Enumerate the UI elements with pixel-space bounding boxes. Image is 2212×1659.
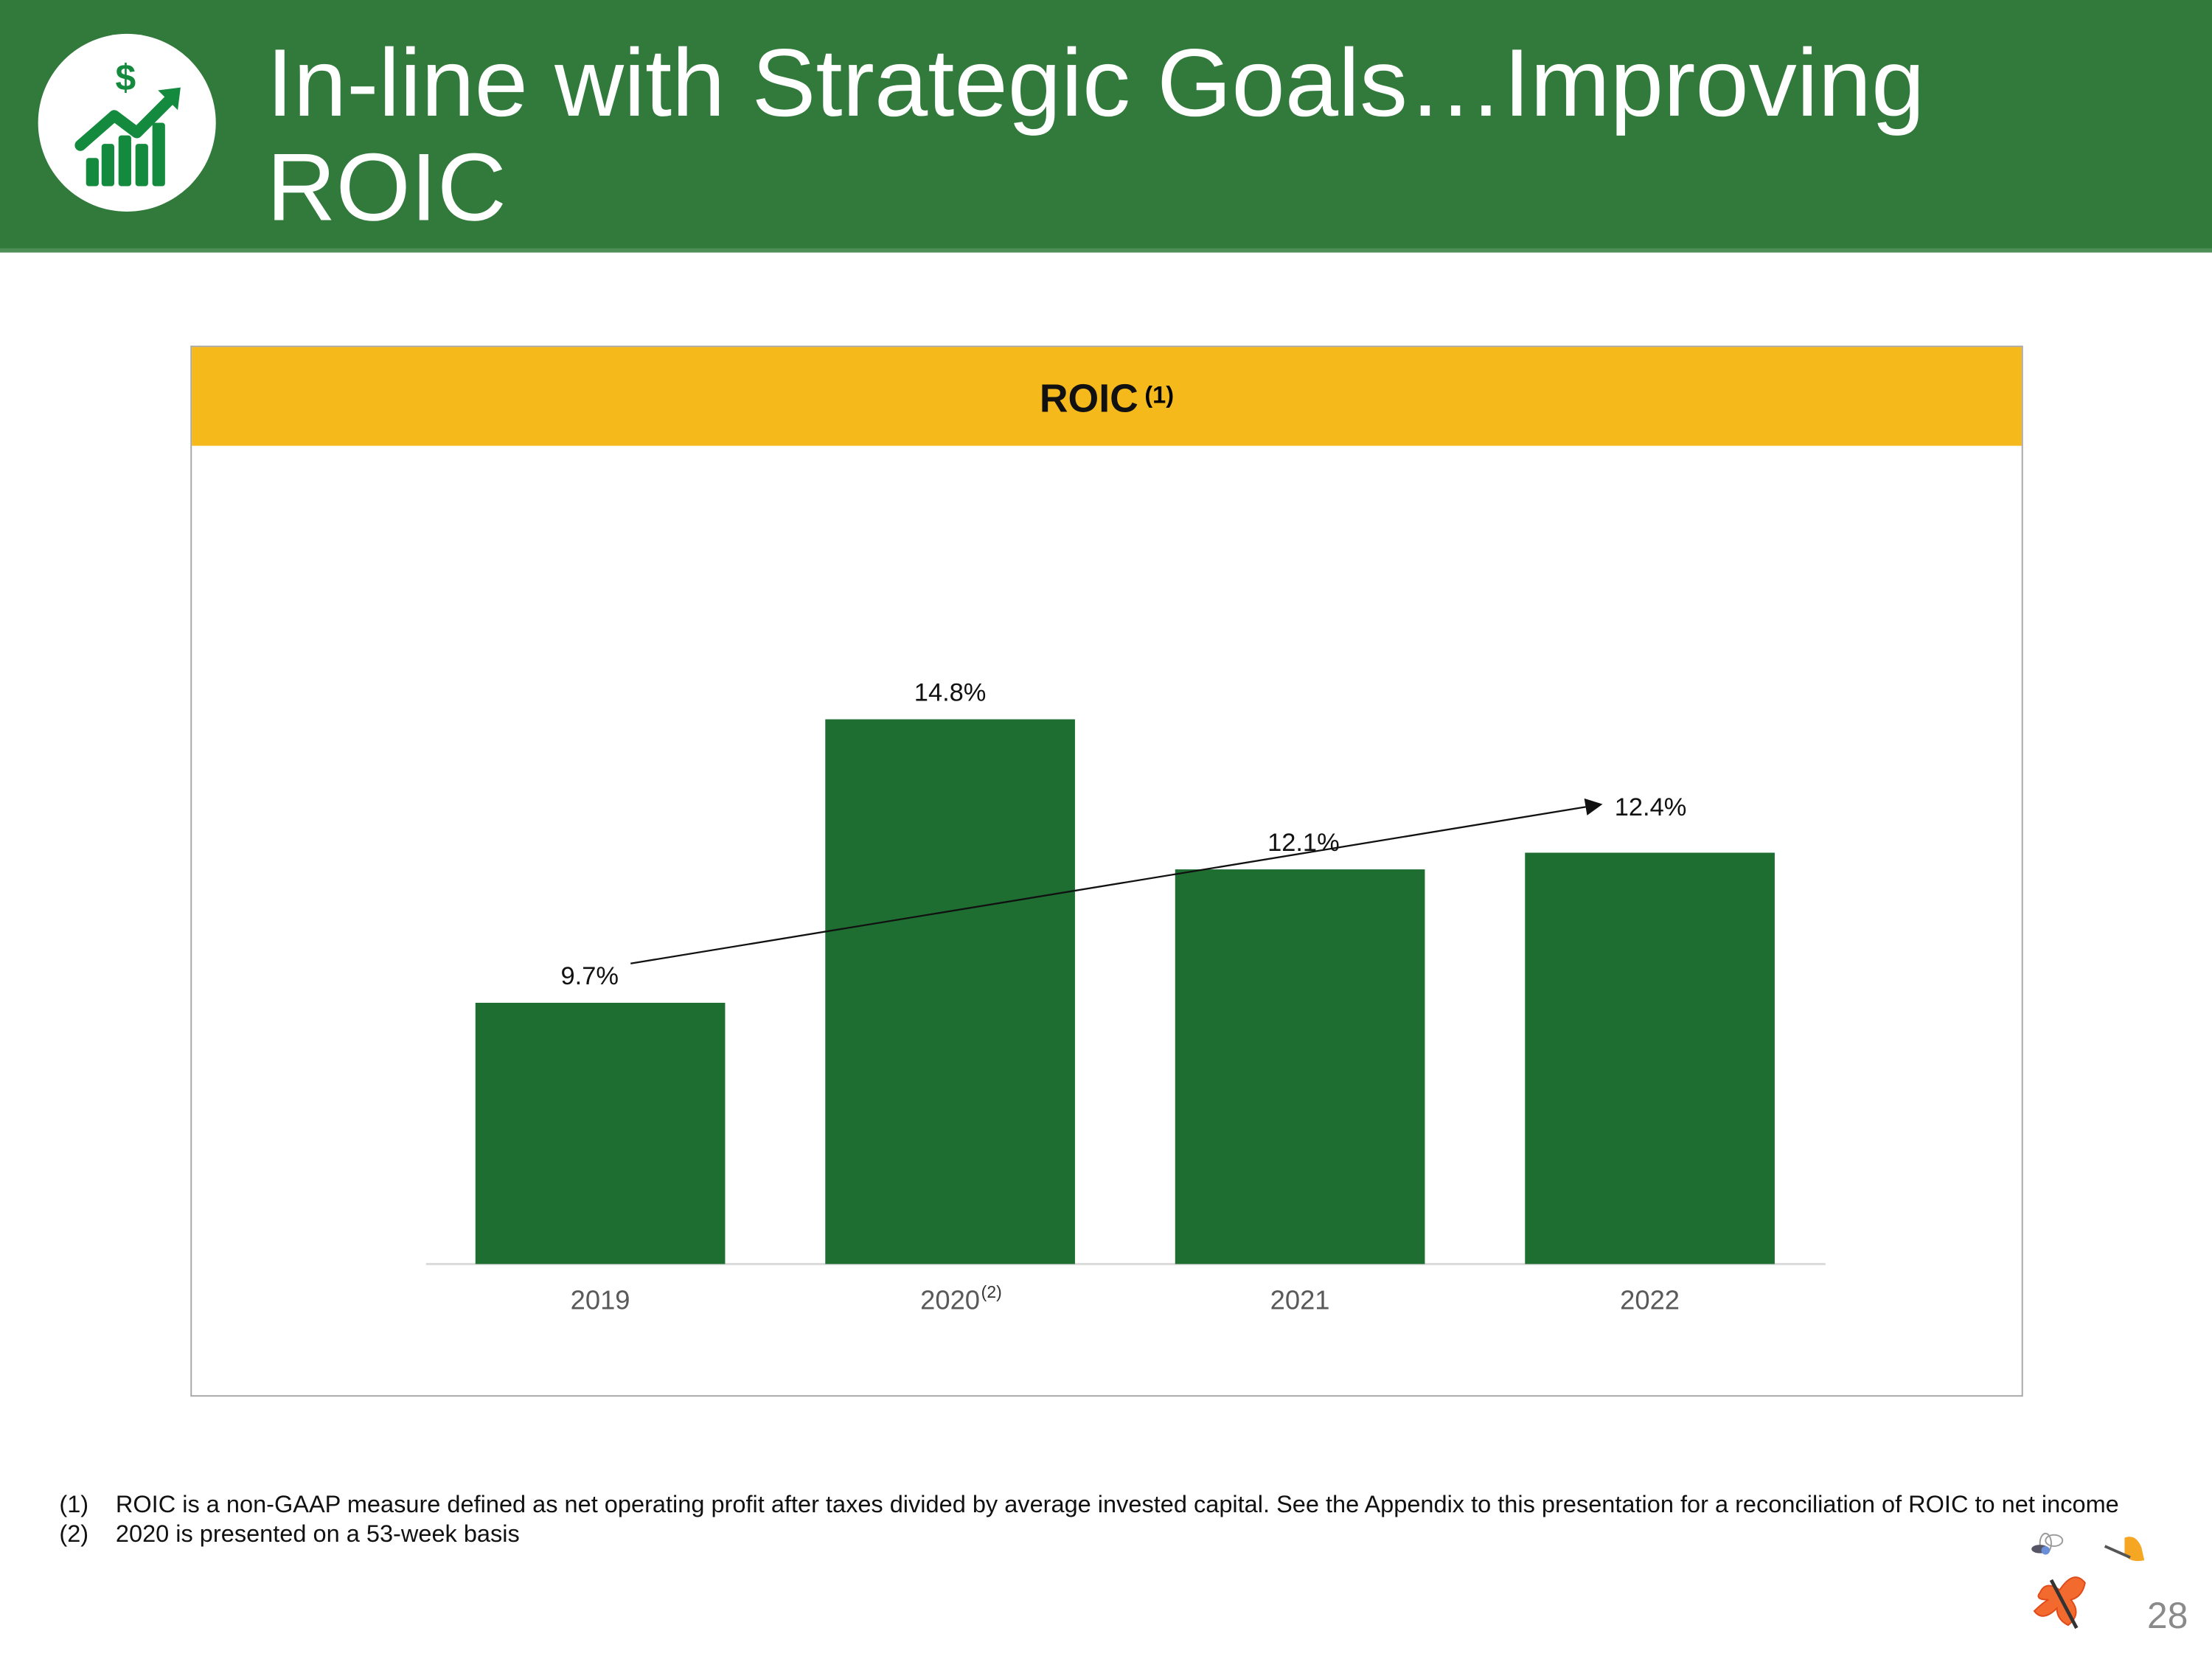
- header-banner: $ In-line with Strategic Goals…Improving…: [0, 0, 2212, 253]
- footnote-number: (2): [59, 1520, 89, 1548]
- trend-arrow-line: [630, 806, 1586, 964]
- footnote-number: (1): [59, 1491, 89, 1518]
- bar-2022: [1525, 852, 1775, 1265]
- bar-2019: [475, 1003, 726, 1265]
- footnote-text: 2020 is presented on a 53-week basis: [115, 1520, 520, 1548]
- yellow-butterfly-icon: [2104, 1537, 2145, 1562]
- page-number: 28: [2147, 1594, 2188, 1637]
- chart-title: ROIC: [1039, 376, 1138, 421]
- growth-chart-dollar-icon: $: [38, 33, 216, 212]
- page-title: In-line with Strategic Goals…Improving R…: [266, 29, 1925, 242]
- bar-2020: [825, 719, 1075, 1265]
- x-tick-footnote: (2): [981, 1282, 1002, 1301]
- butterfly-decoration: [2031, 1532, 2145, 1630]
- x-tick-label-2019: 2019: [571, 1285, 630, 1315]
- data-label-2021: 12.1%: [1267, 829, 1340, 857]
- x-tick-label-2021: 2021: [1270, 1285, 1330, 1315]
- footnote-2: (2) 2020 is presented on a 53-week basis: [59, 1521, 519, 1549]
- butterfly-icon: [2033, 1576, 2086, 1630]
- footnote-1: (1) ROIC is a non-GAAP measure defined as…: [59, 1491, 2118, 1519]
- x-tick-label-2022: 2022: [1620, 1285, 1680, 1315]
- data-label-2019: 9.7%: [561, 962, 619, 990]
- trend-arrow-head: [1584, 798, 1603, 815]
- bar-2021: [1175, 869, 1425, 1265]
- chart-title-footnote: (1): [1144, 381, 1175, 409]
- footnote-text: ROIC is a non-GAAP measure defined as ne…: [115, 1491, 2119, 1518]
- svg-text:$: $: [115, 57, 136, 98]
- fly-icon: [2031, 1532, 2064, 1555]
- data-label-2022: 12.4%: [1615, 793, 1687, 821]
- data-label-2020: 14.8%: [914, 679, 987, 707]
- x-tick-label-2020: 2020: [920, 1285, 980, 1315]
- chart-title-band: ROIC (1): [192, 347, 2022, 446]
